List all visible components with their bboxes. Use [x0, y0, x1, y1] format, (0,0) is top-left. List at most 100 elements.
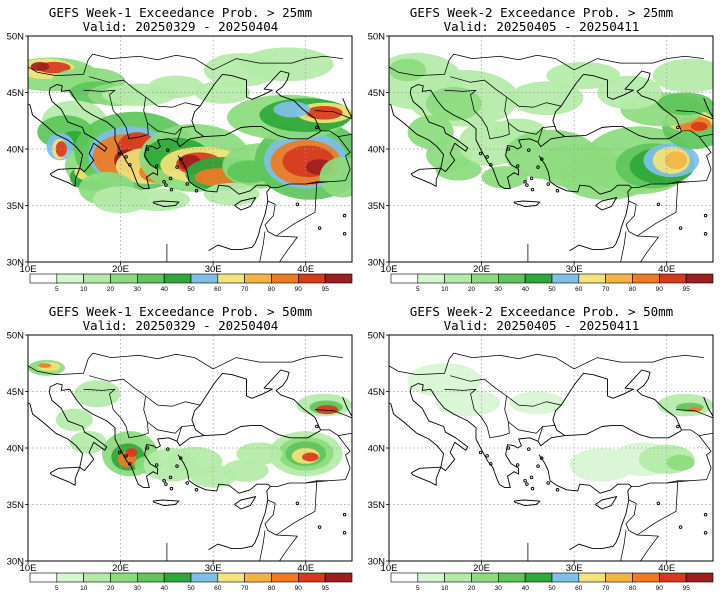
island	[295, 202, 300, 207]
coastline	[376, 414, 384, 432]
lat-label: 35N	[368, 201, 386, 212]
island	[656, 202, 661, 207]
colorbar-swatch	[56, 273, 84, 284]
island	[128, 163, 132, 167]
island	[117, 450, 122, 455]
coastline	[409, 383, 424, 393]
island	[515, 463, 520, 467]
island	[162, 180, 166, 184]
colorbar: 5 10 20 30 40 50 60 70 80 90 95	[390, 273, 714, 293]
island	[703, 213, 708, 218]
colorbar-swatch	[471, 273, 499, 284]
lon-label: 30E	[566, 264, 583, 275]
country-border	[444, 76, 510, 140]
island	[489, 163, 493, 167]
colorbar-label: 60	[214, 286, 222, 293]
colorbar-swatch	[658, 273, 687, 284]
country-border	[176, 127, 183, 143]
lat-label: 45N	[368, 88, 386, 99]
colorbar-label: 70	[241, 286, 249, 293]
probability-contour	[319, 157, 352, 198]
colorbar-label: 50	[548, 286, 556, 293]
island	[342, 213, 347, 218]
colorbar-label: 40	[522, 286, 530, 293]
coastline	[410, 466, 442, 486]
island	[117, 151, 122, 156]
island	[124, 155, 128, 159]
island	[154, 463, 159, 467]
coastline	[703, 397, 713, 417]
country-border	[620, 530, 627, 561]
colorbar-swatch	[217, 273, 245, 284]
island	[703, 512, 708, 517]
grid-lines	[389, 36, 713, 262]
island	[485, 155, 489, 159]
grid-lines	[389, 335, 713, 561]
panel-valid-dates: Valid: 20250329 - 20250404	[82, 318, 279, 333]
country-border	[83, 76, 149, 140]
colorbar-label: 60	[575, 585, 583, 592]
lat-label: 50N	[7, 32, 25, 43]
country-border	[537, 127, 544, 143]
country-border	[537, 426, 544, 442]
coastline	[152, 499, 180, 507]
colorbar-swatch	[390, 572, 419, 583]
lat-label: 50N	[7, 331, 25, 342]
island	[539, 456, 544, 460]
island	[317, 226, 322, 230]
island	[194, 488, 199, 492]
country-border	[637, 534, 659, 561]
island	[194, 189, 199, 193]
coastline	[234, 197, 257, 211]
colorbar-label: 90	[295, 286, 303, 293]
island	[166, 148, 170, 152]
colorbar-swatch	[578, 572, 606, 583]
coastline	[513, 200, 541, 208]
coastline	[409, 84, 424, 94]
probability-contour	[435, 389, 501, 417]
island	[162, 479, 166, 483]
coastline	[28, 93, 108, 173]
island	[546, 481, 550, 485]
island	[539, 157, 544, 161]
lat-label: 40N	[7, 145, 25, 156]
country-border	[508, 122, 556, 135]
land-outlines	[15, 352, 352, 561]
lat-label: 30N	[368, 258, 386, 269]
island	[536, 165, 540, 169]
island	[185, 182, 189, 186]
lon-label: 10E	[20, 563, 37, 574]
colorbar-label: 90	[656, 286, 664, 293]
island	[315, 125, 319, 130]
country-border	[625, 181, 679, 237]
coastline	[595, 496, 618, 510]
colorbar-swatch	[324, 572, 353, 583]
colorbar-label: 5	[416, 585, 420, 592]
island	[178, 456, 183, 460]
island	[154, 164, 159, 168]
coastline	[15, 115, 23, 133]
lat-label: 50N	[368, 331, 386, 342]
colorbar-swatch	[56, 572, 84, 583]
island	[506, 446, 511, 450]
panel-valid-dates: Valid: 20250405 - 20250411	[443, 19, 640, 34]
coastline	[15, 414, 23, 432]
colorbar-label: 80	[268, 286, 276, 293]
land-outlines	[15, 53, 352, 262]
probability-contour	[666, 454, 695, 471]
probability-field	[28, 47, 352, 214]
island	[175, 165, 179, 169]
country-border	[145, 395, 201, 407]
colorbar-label: 80	[268, 585, 276, 592]
colorbar-label: 70	[602, 585, 610, 592]
probability-contour	[315, 405, 339, 415]
island	[527, 148, 531, 152]
colorbar-label: 80	[629, 286, 637, 293]
colorbar-label: 95	[322, 585, 330, 592]
probability-contour	[55, 408, 93, 432]
lon-label: 10E	[381, 563, 398, 574]
colorbar-swatch	[417, 273, 445, 284]
panel-title: GEFS Week-1 Exceedance Prob. > 50mm	[48, 304, 313, 319]
colorbar-label: 95	[683, 286, 691, 293]
